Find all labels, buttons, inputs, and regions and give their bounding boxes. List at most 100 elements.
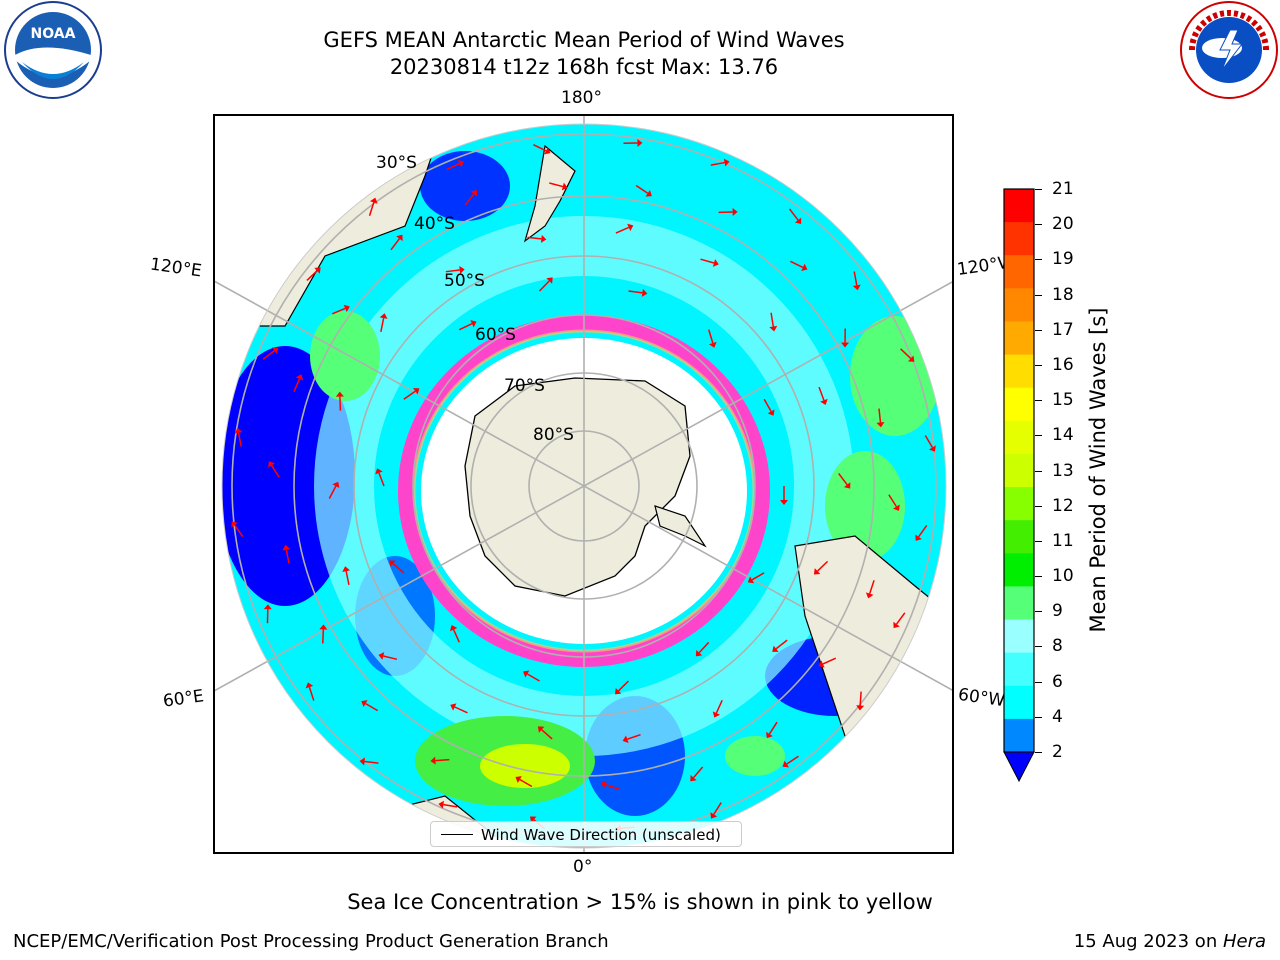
wave-direction-arrow [859, 691, 862, 706]
wave-direction-arrowhead [622, 735, 629, 744]
chart-title: GEFS MEAN Antarctic Mean Period of Wind … [323, 28, 845, 52]
colorbar [1003, 188, 1037, 792]
wave-direction-arrowhead [708, 341, 717, 348]
colorbar-tick-label: 16 [1052, 354, 1074, 375]
wave-direction-arrow [618, 680, 630, 692]
colorbar-tick-label: 9 [1052, 601, 1063, 622]
colorbar-tick-label: 18 [1052, 284, 1074, 305]
wind-wave-arrows [231, 138, 936, 833]
colorbar-tick-label: 8 [1052, 636, 1063, 657]
wave-direction-arrowhead [375, 468, 383, 475]
colorbar-tick-label: 21 [1052, 179, 1074, 199]
wave-direction-arrow [527, 236, 542, 240]
wave-direction-arrowhead [782, 760, 790, 768]
colorbar-tick-mark [1035, 400, 1042, 402]
wave-direction-arrow [549, 182, 564, 188]
footer-machine: Hera [1222, 931, 1266, 952]
wave-direction-arrowhead [876, 422, 885, 428]
wave-direction-arrowhead [319, 624, 328, 630]
wave-direction-arrow [868, 580, 875, 594]
colorbar-cell [1004, 420, 1034, 455]
wave-direction-arrowhead [457, 159, 465, 168]
wave-direction-arrowhead [459, 266, 465, 274]
wave-direction-arrowhead [712, 711, 721, 718]
wave-direction-arrow [822, 657, 837, 665]
colorbar-tick-label: 6 [1052, 671, 1063, 692]
wave-direction-arrow [895, 612, 906, 625]
colorbar-tick-mark [1035, 576, 1042, 578]
long-period-patch [480, 744, 570, 788]
wave-direction-arrow [306, 270, 318, 282]
colorbar-tick-mark [1035, 470, 1042, 472]
colorbar-cell [1004, 487, 1034, 521]
colorbar-extend-arrow [1003, 751, 1035, 783]
wave-direction-arrowhead [335, 391, 344, 397]
wave-direction-arrow [763, 398, 772, 412]
wave-direction-arrowhead [766, 731, 773, 739]
lat-label-60s: 60°S [475, 325, 516, 345]
wave-direction-arrow [751, 572, 765, 581]
wave-direction-arrow [454, 706, 468, 714]
wave-direction-arrow [392, 563, 405, 574]
wave-direction-arrowhead [801, 263, 808, 272]
wave-direction-arrow [789, 260, 804, 269]
wave-direction-arrow [707, 329, 714, 344]
colorbar-cell [1004, 453, 1034, 488]
wave-direction-arrow [770, 312, 775, 327]
colorbar-tick-mark [1035, 611, 1042, 613]
wave-direction-arrowhead [359, 757, 366, 766]
wave-direction-arrowhead [769, 325, 778, 332]
colorbar-tick-label: 20 [1052, 214, 1074, 235]
wave-direction-arrow [627, 733, 641, 740]
long-period-patch [310, 311, 380, 401]
wave-direction-arrowhead [295, 374, 304, 381]
colorbar-cell [1004, 619, 1034, 654]
wave-direction-arrowhead [907, 355, 915, 362]
wave-direction-arrowhead [343, 304, 350, 313]
wave-direction-arrowhead [794, 217, 802, 224]
lon-label-0: 0° [573, 857, 593, 877]
wave-direction-arrow [700, 258, 715, 264]
wave-direction-arrow [817, 560, 829, 572]
wave-direction-arrow [715, 700, 723, 714]
lat-label-40s: 40°S [414, 214, 455, 234]
wave-direction-arrowhead [361, 700, 368, 708]
wave-direction-arrow [538, 280, 550, 292]
wave-direction-arrow [615, 226, 630, 234]
footer-producer: NCEP/EMC/Verification Post Processing Pr… [13, 931, 609, 952]
lat-label-30s: 30°S [376, 153, 417, 173]
colorbar-cell [1004, 321, 1034, 356]
long-period-patch [825, 451, 905, 561]
wave-direction-arrowhead [893, 504, 900, 511]
wave-direction-arrow [853, 271, 858, 286]
colorbar-tick-mark [1035, 505, 1042, 507]
wave-direction-arrow [710, 161, 725, 166]
colorbar-cell [1004, 387, 1034, 422]
colorbar-tick-mark [1035, 294, 1042, 296]
wave-direction-arrow [713, 802, 722, 815]
wave-direction-arrow [237, 432, 242, 447]
colorbar-tick-label: 15 [1052, 390, 1074, 411]
wave-direction-arrowhead [712, 259, 719, 267]
antarctica-landmass [464, 377, 691, 597]
wave-direction-arrow [924, 435, 934, 448]
madagascar-landmass [222, 755, 306, 817]
wave-direction-arrowhead [813, 568, 821, 575]
wave-direction-arrowhead [342, 566, 351, 572]
wave-direction-arrowhead [515, 776, 522, 783]
colorbar-cell [1004, 586, 1034, 621]
wave-direction-arrow [628, 290, 643, 294]
wave-direction-arrow [605, 783, 619, 790]
wave-direction-arrowhead [537, 726, 545, 733]
lon-label-120e: 120°E [148, 254, 203, 282]
wave-direction-arrowhead [710, 812, 718, 819]
lon-label-60e: 60°E [161, 686, 206, 712]
wave-direction-arrowhead [449, 625, 458, 632]
colorbar-cell [1004, 255, 1034, 289]
wave-direction-arrow [786, 755, 799, 765]
wave-direction-arrow [526, 673, 540, 682]
long-period-patch [725, 736, 785, 776]
footer-date: 15 Aug 2023 on Hera [1073, 931, 1266, 952]
wave-direction-arrowhead [856, 705, 865, 711]
noaa-logo: NOAA [2, 0, 104, 104]
